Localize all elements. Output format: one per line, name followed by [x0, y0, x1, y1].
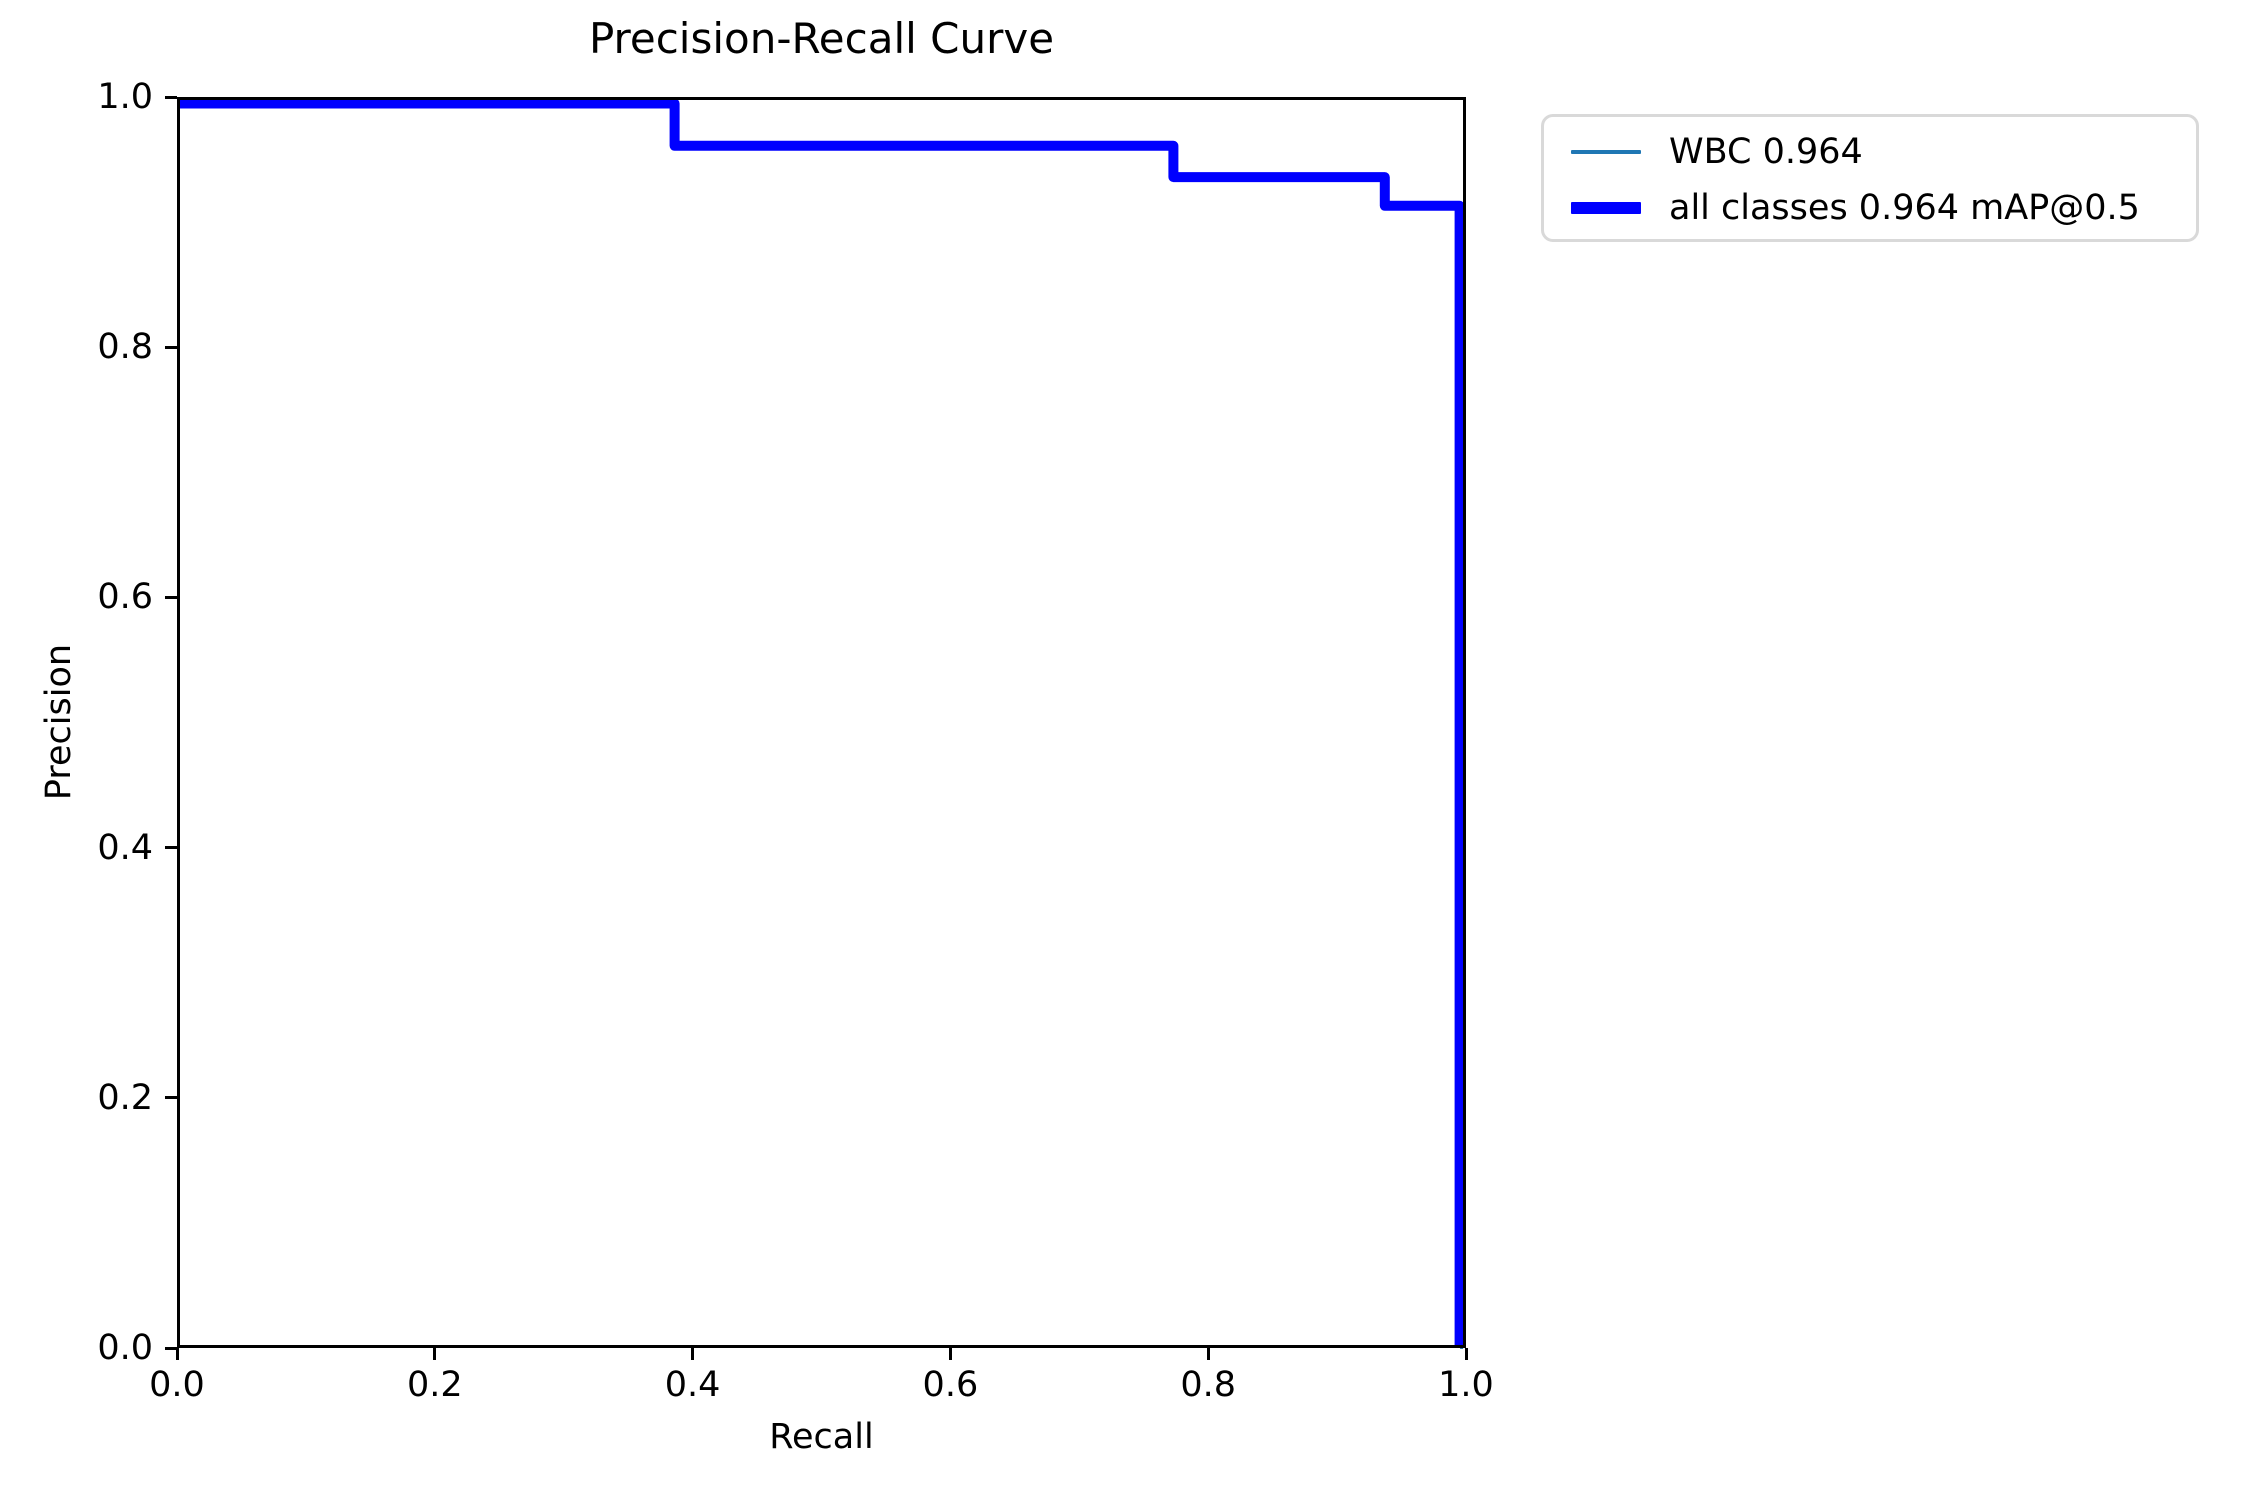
- x-tick: [948, 1348, 952, 1360]
- legend-label: all classes 0.964 mAP@0.5: [1669, 187, 2140, 228]
- y-tick: [165, 595, 177, 599]
- x-tick: [1464, 1348, 1468, 1360]
- y-tick: [165, 95, 177, 99]
- y-tick: [165, 345, 177, 349]
- wbc-curve: [179, 105, 1464, 1349]
- y-tick-label: 0.0: [97, 1328, 153, 1368]
- x-tick-label: 0.2: [406, 1365, 463, 1405]
- x-tick: [1206, 1348, 1210, 1360]
- wbc-legend-line-slot: [1571, 150, 1641, 154]
- legend: WBC 0.964 all classes 0.964 mAP@0.5: [1541, 114, 2199, 242]
- y-tick-label: 0.2: [97, 1077, 153, 1118]
- x-axis-label: Recall: [769, 1417, 874, 1457]
- x-tick-label: 0.8: [1180, 1365, 1237, 1405]
- all-classes-curve: [177, 98, 1465, 1348]
- y-tick: [165, 846, 177, 850]
- x-tick-label: 0.0: [149, 1365, 205, 1405]
- legend-item: all classes 0.964 mAP@0.5: [1571, 180, 2196, 236]
- x-tick: [175, 1348, 179, 1360]
- legend-label: WBC 0.964: [1669, 131, 1863, 172]
- x-tick: [433, 1348, 437, 1360]
- y-tick: [165, 1096, 177, 1100]
- x-tick-label: 1.0: [1438, 1365, 1494, 1405]
- all-classes-legend-line-slot: [1571, 202, 1641, 214]
- all-classes-legend-line-icon: [1571, 202, 1641, 214]
- x-tick-label: 0.6: [922, 1365, 979, 1405]
- y-tick-label: 0.8: [97, 327, 153, 368]
- plot-title: Precision-Recall Curve: [588, 14, 1055, 63]
- y-tick-label: 1.0: [97, 77, 153, 117]
- wbc-legend-line-icon: [1571, 150, 1641, 154]
- x-tick-label: 0.4: [664, 1365, 721, 1405]
- y-tick-label: 0.6: [97, 577, 153, 618]
- y-tick-label: 0.4: [97, 827, 153, 868]
- legend-item: WBC 0.964: [1571, 124, 2196, 180]
- y-tick: [165, 1346, 177, 1350]
- x-tick: [691, 1348, 695, 1360]
